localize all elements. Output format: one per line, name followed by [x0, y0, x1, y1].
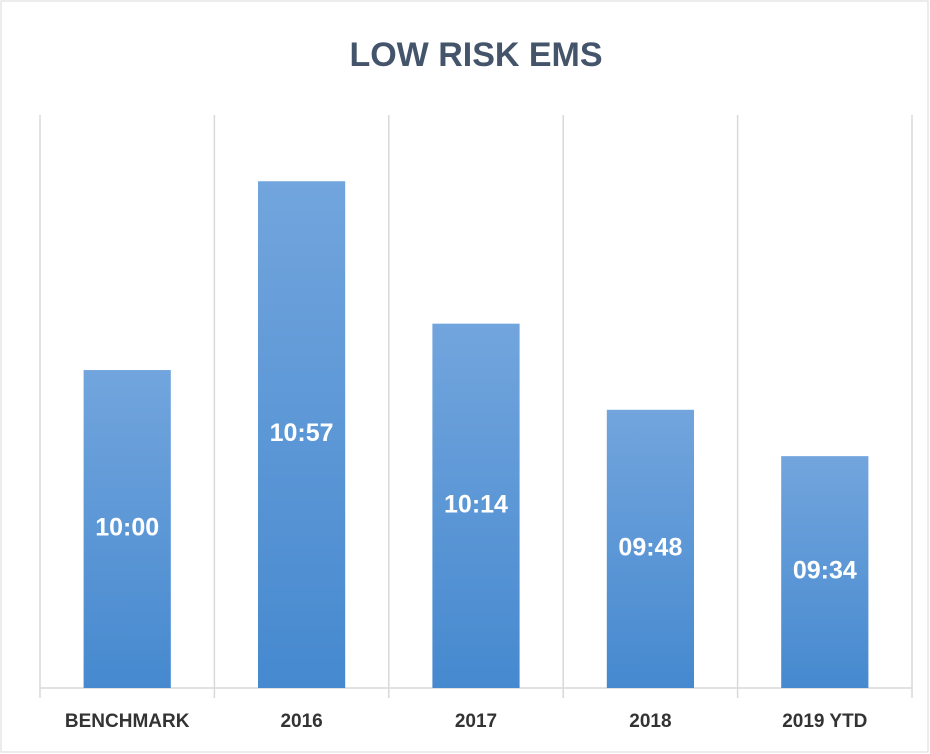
data-label: 09:34 [793, 557, 857, 585]
bar [83, 370, 171, 688]
bar [432, 323, 520, 688]
chart-title: LOW RISK EMS [349, 36, 602, 74]
x-tick-label: 2017 [455, 711, 497, 732]
x-tick-label: 2019 YTD [782, 711, 867, 732]
data-label: 10:00 [95, 514, 159, 542]
data-label: 09:48 [618, 533, 682, 561]
x-tick-label: 2016 [280, 711, 322, 732]
data-label: 10:14 [444, 490, 508, 518]
x-tick-label: BENCHMARK [65, 711, 190, 732]
data-label: 10:57 [270, 419, 334, 447]
bar [606, 409, 694, 688]
bar [258, 181, 346, 688]
bar [781, 456, 869, 688]
x-tick-label: 2018 [629, 711, 671, 732]
